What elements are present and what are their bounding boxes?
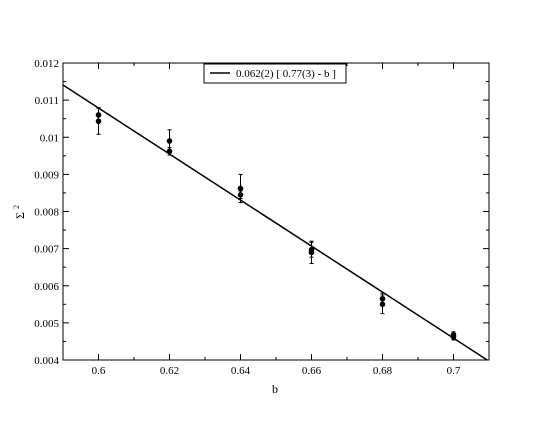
y-tick-label: 0.009 bbox=[34, 169, 59, 181]
legend-label: 0.062(2) [ 0.77(3) - b ] bbox=[236, 68, 336, 80]
y-axis-label: Σ 2 bbox=[12, 205, 27, 219]
x-tick-label: 0.66 bbox=[302, 365, 322, 377]
fit-line bbox=[62, 84, 488, 361]
fit-layer bbox=[62, 84, 488, 361]
data-point bbox=[237, 185, 244, 192]
y-tick-label: 0.007 bbox=[34, 244, 59, 256]
x-tick-label: 0.62 bbox=[160, 365, 179, 377]
x-tick-label: 0.64 bbox=[231, 365, 251, 377]
x-axis-label: b bbox=[272, 382, 278, 396]
x-tick-label: 0.68 bbox=[373, 365, 393, 377]
data-point bbox=[166, 148, 173, 155]
y-axis-label-superscript: 2 bbox=[12, 205, 21, 209]
x-tick-label: 0.6 bbox=[92, 365, 106, 377]
y-tick-label: 0.005 bbox=[34, 318, 59, 330]
data-point bbox=[379, 301, 386, 308]
points-layer bbox=[95, 107, 457, 341]
data-point bbox=[450, 334, 457, 340]
legend-box bbox=[203, 63, 347, 84]
data-point bbox=[237, 191, 244, 198]
plot-frame bbox=[62, 62, 490, 361]
data-point bbox=[166, 138, 173, 144]
y-tick-label: 0.01 bbox=[40, 132, 59, 144]
legend: 0.062(2) [ 0.77(3) - b ] bbox=[203, 63, 347, 84]
y-axis-label-base: Σ bbox=[13, 212, 27, 219]
plot-area bbox=[62, 62, 490, 361]
y-tick-label: 0.004 bbox=[34, 355, 59, 367]
y-tick-label: 0.012 bbox=[34, 58, 59, 70]
y-tick-label: 0.008 bbox=[34, 207, 59, 219]
x-tick-label: 0.7 bbox=[447, 365, 461, 377]
x-axis: 0.6 0.62 0.64 0.66 0.68 0.7 bbox=[92, 63, 461, 377]
y-tick-label: 0.011 bbox=[35, 95, 59, 107]
data-point bbox=[308, 249, 315, 256]
y-axis: 0.004 0.005 0.006 0.007 0.008 0.009 0.01 0.011 0… bbox=[34, 58, 489, 367]
data-point bbox=[95, 118, 102, 125]
y-tick-label: 0.006 bbox=[34, 281, 59, 293]
